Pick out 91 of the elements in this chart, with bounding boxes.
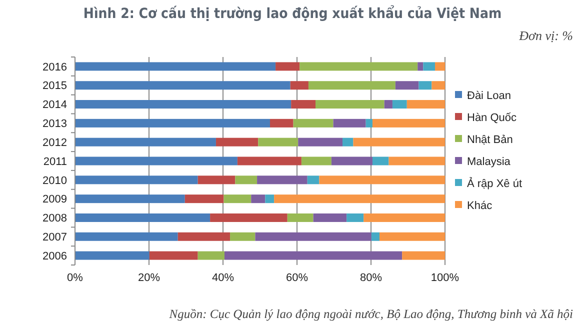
bar <box>274 194 445 204</box>
bar <box>406 100 445 109</box>
y-tick-label: 2015 <box>42 80 67 92</box>
bar <box>257 176 308 184</box>
bar <box>75 100 292 109</box>
legend-label: Nhật Bản <box>467 134 513 146</box>
bar <box>216 138 258 146</box>
y-tick-label: 2010 <box>42 174 67 187</box>
bar <box>423 62 436 71</box>
bar <box>198 176 236 184</box>
bar <box>402 251 445 260</box>
y-tick-label: 2008 <box>42 212 67 225</box>
bar <box>290 81 308 90</box>
y-tick-label: 2007 <box>42 231 67 244</box>
bar <box>300 62 418 71</box>
bar <box>316 100 384 109</box>
bar <box>75 118 270 128</box>
bar <box>230 232 256 241</box>
legend-label: Ả rập Xê út <box>467 176 522 190</box>
y-tick-label: 2011 <box>43 156 67 168</box>
bar <box>366 118 372 128</box>
bar <box>75 156 238 166</box>
bar <box>313 213 347 222</box>
x-tick-label: 40% <box>212 272 234 284</box>
legend-label: Hàn Quốc <box>467 112 518 124</box>
bar <box>75 251 150 260</box>
bar <box>432 81 445 90</box>
bar <box>372 156 389 166</box>
x-tick-label: 60% <box>286 272 308 284</box>
x-tick-label: 100% <box>430 272 460 284</box>
bar <box>372 118 445 128</box>
bar <box>308 81 396 90</box>
bar <box>395 81 419 90</box>
bar <box>75 62 276 71</box>
bar <box>342 138 354 146</box>
legend-label: Khác <box>467 200 493 212</box>
y-tick-label: 2006 <box>42 250 67 262</box>
bar <box>353 138 445 146</box>
bar <box>392 100 407 109</box>
bar <box>255 232 372 241</box>
bar <box>198 251 224 260</box>
bar <box>178 232 230 241</box>
bar <box>149 251 198 260</box>
bar <box>384 100 392 109</box>
bar <box>184 194 224 204</box>
bar <box>235 176 258 184</box>
bar <box>418 81 432 90</box>
x-tick-label: 80% <box>360 272 382 284</box>
bar <box>371 232 380 241</box>
bar <box>224 194 252 204</box>
y-tick-label: 2014 <box>42 99 67 112</box>
bar <box>251 194 266 204</box>
bar <box>418 62 424 71</box>
bar <box>291 100 316 109</box>
bar <box>258 138 298 146</box>
text: Đơn vị: % <box>518 28 574 43</box>
bar <box>75 194 185 204</box>
bar <box>331 156 372 166</box>
bar <box>364 213 445 222</box>
bar <box>224 251 402 260</box>
bar <box>75 138 216 146</box>
text: Nguồn: Cục Quản lý lao động ngoài nước, Bộ Lao động, Thương binh và Xã hội <box>168 307 574 321</box>
chart-title: Hình 2: Cơ cấu thị trường lao động xuất khẩu của Việt Nam <box>83 5 502 22</box>
bar <box>75 81 290 90</box>
bar <box>298 138 343 146</box>
bar <box>307 176 320 184</box>
bar <box>276 62 300 71</box>
bar <box>435 62 445 71</box>
bar <box>265 194 274 204</box>
x-tick-label: 20% <box>138 272 160 284</box>
bar <box>380 232 445 241</box>
bar <box>75 213 210 222</box>
legend-label: Đài Loan <box>467 90 512 102</box>
bar <box>293 118 334 128</box>
bar <box>237 156 302 166</box>
bar <box>210 213 288 222</box>
bar <box>287 213 314 222</box>
y-tick-label: 2009 <box>42 194 67 206</box>
bar <box>319 176 445 184</box>
x-tick-label: 0% <box>67 272 84 284</box>
bar <box>388 156 445 166</box>
bar <box>346 213 364 222</box>
bar <box>75 232 178 241</box>
bar <box>301 156 332 166</box>
bar <box>75 176 198 184</box>
bar <box>270 118 294 128</box>
y-tick-label: 2013 <box>42 118 67 130</box>
y-tick-label: 2016 <box>42 61 67 74</box>
y-tick-label: 2012 <box>42 136 67 149</box>
bar <box>333 118 366 128</box>
legend-label: Malaysia <box>467 156 512 168</box>
